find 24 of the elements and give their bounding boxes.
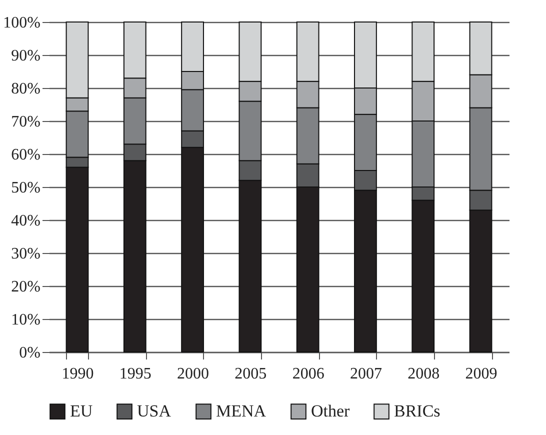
y-tick-label: 0% bbox=[19, 344, 40, 362]
y-tick-label: 90% bbox=[11, 48, 40, 64]
x-tick-label: 1990 bbox=[62, 366, 94, 382]
legend-label: EU bbox=[70, 402, 93, 421]
x-tick-label: 2000 bbox=[177, 366, 210, 382]
x-tick-label: 2007 bbox=[350, 366, 382, 382]
y-tick-label: 100% bbox=[3, 14, 40, 32]
y-tick-label: 30% bbox=[11, 246, 40, 262]
x-tick-label: 1995 bbox=[119, 366, 152, 382]
legend-label: BRICs bbox=[394, 402, 440, 421]
y-tick-label: 80% bbox=[11, 80, 40, 98]
x-tick-label: 2008 bbox=[408, 366, 440, 382]
y-tick-label: 40% bbox=[11, 212, 40, 230]
legend-label: USA bbox=[137, 402, 172, 421]
y-tick-label: 70% bbox=[11, 114, 40, 130]
x-tick-label: 2005 bbox=[234, 366, 267, 382]
legend-label: MENA bbox=[216, 402, 267, 421]
y-tick-label: 60% bbox=[11, 146, 40, 164]
y-tick-label: 50% bbox=[11, 180, 40, 196]
legend-label: Other bbox=[311, 402, 350, 421]
y-tick-label: 10% bbox=[11, 312, 40, 328]
x-tick-label: 2006 bbox=[292, 366, 324, 382]
y-tick-label: 20% bbox=[11, 278, 40, 296]
x-tick-label: 2009 bbox=[465, 366, 498, 382]
